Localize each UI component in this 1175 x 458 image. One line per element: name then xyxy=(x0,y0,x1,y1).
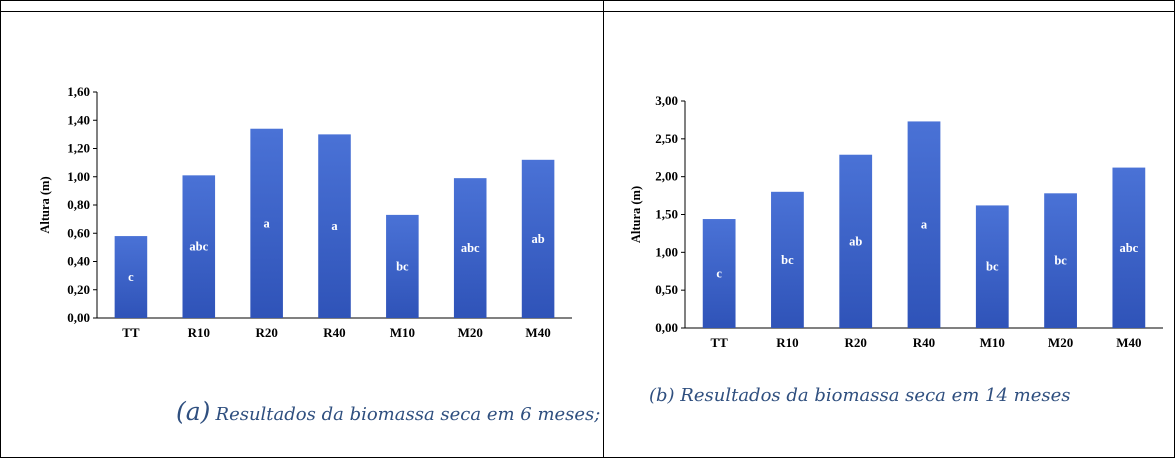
bar-m40 xyxy=(1112,167,1146,328)
x-tick-label: TT xyxy=(122,325,140,340)
bar-r40 xyxy=(907,121,941,329)
bar-r10 xyxy=(182,175,216,318)
x-tick-label: M20 xyxy=(458,325,483,340)
y-tick-label: 1,00 xyxy=(67,169,90,184)
x-tick-label: R20 xyxy=(845,335,867,350)
bar-significance-label: abc xyxy=(461,241,480,255)
bar-r20 xyxy=(839,154,873,328)
chart-panel-b: 0,00 0,50 1,00 1,50 2,00 2,50 3,00 Altura (m) c T… xyxy=(604,0,1175,458)
y-tick-label: 1,50 xyxy=(655,207,678,222)
caption-a-text: Resultados da biomassa seca em 6 meses; xyxy=(215,404,601,425)
bar-m40 xyxy=(521,159,555,318)
chart-panel-a: 0,00 0,20 0,40 0,60 0,80 1,00 1,20 1,40 1,60 Altu… xyxy=(38,84,600,426)
x-tick-label: M40 xyxy=(525,325,550,340)
bar-m20 xyxy=(1044,193,1077,328)
y-tick-label: 0,00 xyxy=(67,310,90,325)
caption-b: (b) Resultados da biomassa seca em 14 me… xyxy=(649,385,1071,406)
chart-a-svg: 0,00 0,20 0,40 0,60 0,80 1,00 1,20 1,40 1,60 Altu… xyxy=(38,84,572,340)
bar-m10 xyxy=(975,205,1009,328)
y-axis-title: Altura (m) xyxy=(38,176,52,233)
bar-r40 xyxy=(318,134,351,318)
y-tick-label: 3,00 xyxy=(655,93,678,108)
y-tick-label: 1,20 xyxy=(67,141,90,156)
y-tick-label: 1,40 xyxy=(67,112,90,127)
bar-significance-label: c xyxy=(128,270,134,284)
bar-significance-label: bc xyxy=(1054,254,1067,268)
bar-significance-label: a xyxy=(264,216,271,230)
caption-a: (a) Resultados da biomassa seca em 6 mes… xyxy=(176,397,600,426)
x-tick-label: R10 xyxy=(776,335,798,350)
bar-significance-label: ab xyxy=(849,234,862,248)
y-tick-label: 2,00 xyxy=(655,169,678,184)
bar-significance-label: bc xyxy=(986,260,999,274)
bar-r10 xyxy=(771,191,804,328)
y-tick-label: 2,50 xyxy=(655,131,678,146)
y-tick-label: 0,00 xyxy=(655,320,678,335)
bar-significance-label: bc xyxy=(781,253,794,267)
bar-significance-label: c xyxy=(716,267,722,281)
x-tick-label: R10 xyxy=(188,325,210,340)
x-tick-label: R20 xyxy=(255,325,277,340)
bar-significance-label: a xyxy=(921,218,928,232)
caption-a-letter: (a) xyxy=(176,397,211,426)
bar-significance-label: a xyxy=(331,219,338,233)
bar-significance-label: ab xyxy=(531,232,544,246)
y-tick-label: 0,20 xyxy=(67,282,90,297)
y-tick-label: 0,60 xyxy=(67,225,90,240)
x-tick-label: R40 xyxy=(323,325,345,340)
bar-m10 xyxy=(386,214,419,318)
x-tick-label: M20 xyxy=(1048,335,1073,350)
x-tick-label: M10 xyxy=(390,325,415,340)
x-tick-label: R40 xyxy=(913,335,935,350)
x-tick-label: TT xyxy=(710,335,728,350)
bar-significance-label: bc xyxy=(396,259,409,273)
x-tick-label: M40 xyxy=(1116,335,1141,350)
bar-tt xyxy=(114,236,148,318)
y-tick-label: 1,60 xyxy=(67,84,90,99)
bar-significance-label: abc xyxy=(189,240,208,254)
y-axis-title: Altura (m) xyxy=(629,186,643,243)
panel-divider xyxy=(603,0,604,458)
bar-significance-label: abc xyxy=(1119,241,1138,255)
chart-b-svg: 0,00 0,50 1,00 1,50 2,00 2,50 3,00 Altura (m) c T… xyxy=(629,93,1163,350)
bar-tt xyxy=(702,219,736,328)
figure-top-border xyxy=(0,0,1175,12)
x-tick-label: M10 xyxy=(980,335,1005,350)
bar-r20 xyxy=(250,128,283,318)
caption-b-text: (b) Resultados da biomassa seca em 14 me… xyxy=(649,385,1071,406)
bar-m20 xyxy=(453,178,487,318)
y-tick-label: 0,80 xyxy=(67,197,90,212)
y-tick-label: 1,00 xyxy=(655,244,678,259)
y-tick-label: 0,50 xyxy=(655,282,678,297)
y-tick-label: 0,40 xyxy=(67,254,90,269)
